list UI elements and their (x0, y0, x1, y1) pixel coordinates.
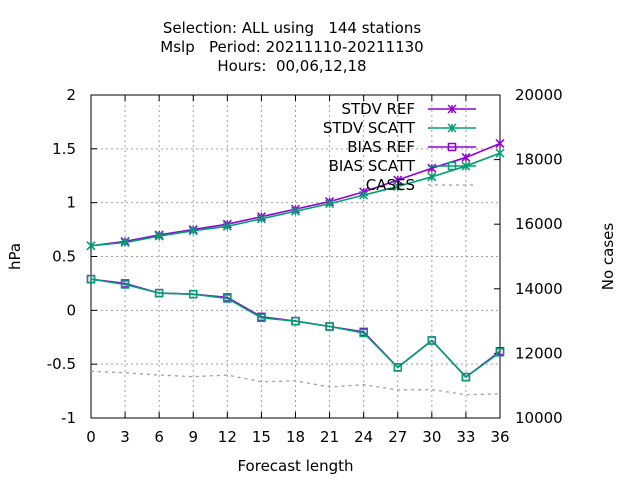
x-tick-label: 9 (188, 428, 198, 446)
legend-item: BIAS REF (347, 138, 476, 156)
y2-tick-label: 18000 (515, 151, 563, 169)
y-tick-label: 1 (66, 194, 76, 212)
data-point (223, 294, 232, 303)
x-tick-label: 21 (320, 428, 339, 446)
y2-tick-label: 20000 (515, 86, 563, 104)
data-point (495, 148, 505, 158)
data-point (86, 241, 96, 251)
data-point (189, 289, 198, 299)
y-tick-label: 0 (66, 301, 76, 319)
y-tick-label: 2 (66, 86, 76, 104)
series-stdv-scatt (86, 148, 505, 251)
data-point (461, 152, 471, 162)
x-tick-label: 18 (286, 428, 305, 446)
data-point (325, 322, 334, 331)
data-point (256, 214, 266, 224)
title-line: Hours: 00,06,12,18 (217, 57, 366, 75)
data-point (222, 221, 232, 231)
data-point (291, 316, 300, 326)
data-point (495, 138, 505, 148)
data-point (447, 123, 457, 133)
x-axis-label: Forecast length (237, 457, 353, 475)
data-point (359, 328, 368, 338)
data-point (188, 226, 198, 236)
x-tick-label: 3 (120, 428, 130, 446)
data-point (393, 181, 403, 192)
data-point (154, 231, 164, 241)
series-line (90, 370, 501, 396)
data-point (120, 280, 130, 289)
data-point (447, 142, 457, 152)
data-point (359, 190, 369, 200)
series-bias-scatt (86, 274, 505, 382)
data-point (447, 161, 457, 171)
x-tick-label: 12 (218, 428, 237, 446)
x-tick-label: 33 (456, 428, 475, 446)
data-point (495, 348, 505, 357)
data-point (427, 336, 437, 345)
x-tick-label: 24 (354, 428, 373, 446)
x-tick-label: 6 (154, 428, 164, 446)
title-line: Selection: ALL using 144 stations (163, 19, 422, 37)
legend-label: STDV SCATT (323, 119, 416, 137)
x-tick-label: 0 (86, 428, 96, 446)
y-axis-label: hPa (6, 243, 24, 270)
y-tick-label: -1 (61, 409, 76, 427)
data-point (154, 288, 164, 298)
data-point (461, 372, 471, 382)
y-tick-label: 0.5 (52, 248, 76, 266)
legend-label: STDV REF (341, 100, 415, 118)
y2-axis-label: No cases (599, 223, 617, 291)
series (86, 138, 505, 396)
y2-tick-label: 14000 (515, 280, 563, 298)
title-line: Mslp Period: 20211110-20211130 (160, 38, 423, 56)
legend-item: STDV SCATT (323, 119, 476, 137)
data-point (86, 274, 96, 284)
x-axis-ticks: 0 3 6 9 12 15 18 21 24 27 30 33 36 (86, 95, 510, 446)
y-tick-label: -0.5 (47, 355, 76, 373)
y-axis-ticks: -1 -0.5 0 0.5 1 1.5 2 (47, 86, 97, 427)
grid (91, 95, 500, 418)
data-point (257, 313, 266, 323)
series-line (90, 278, 501, 379)
y2-tick-label: 12000 (515, 344, 563, 362)
data-point (120, 237, 130, 248)
series-cases (90, 370, 501, 396)
data-point (290, 206, 301, 216)
legend-label: CASES (366, 176, 415, 194)
x-tick-label: 36 (490, 428, 509, 446)
data-point (393, 363, 402, 372)
data-point (325, 199, 335, 209)
x-tick-label: 30 (422, 428, 441, 446)
legend-item: BIAS SCATT (329, 157, 476, 175)
y2-tick-label: 16000 (515, 215, 563, 233)
legend-label: BIAS SCATT (329, 157, 416, 175)
y2-axis-ticks: 10000 12000 14000 16000 18000 20000 (494, 86, 563, 427)
data-point (427, 172, 437, 182)
legend-item: STDV REF (341, 100, 476, 118)
data-point (447, 104, 457, 114)
legend-item: CASES (366, 176, 476, 194)
x-tick-label: 15 (252, 428, 271, 446)
legend-label: BIAS REF (347, 138, 415, 156)
y2-tick-label: 10000 (515, 409, 563, 427)
series-line (90, 278, 501, 379)
x-tick-label: 27 (388, 428, 407, 446)
y-tick-label: 1.5 (52, 140, 76, 158)
